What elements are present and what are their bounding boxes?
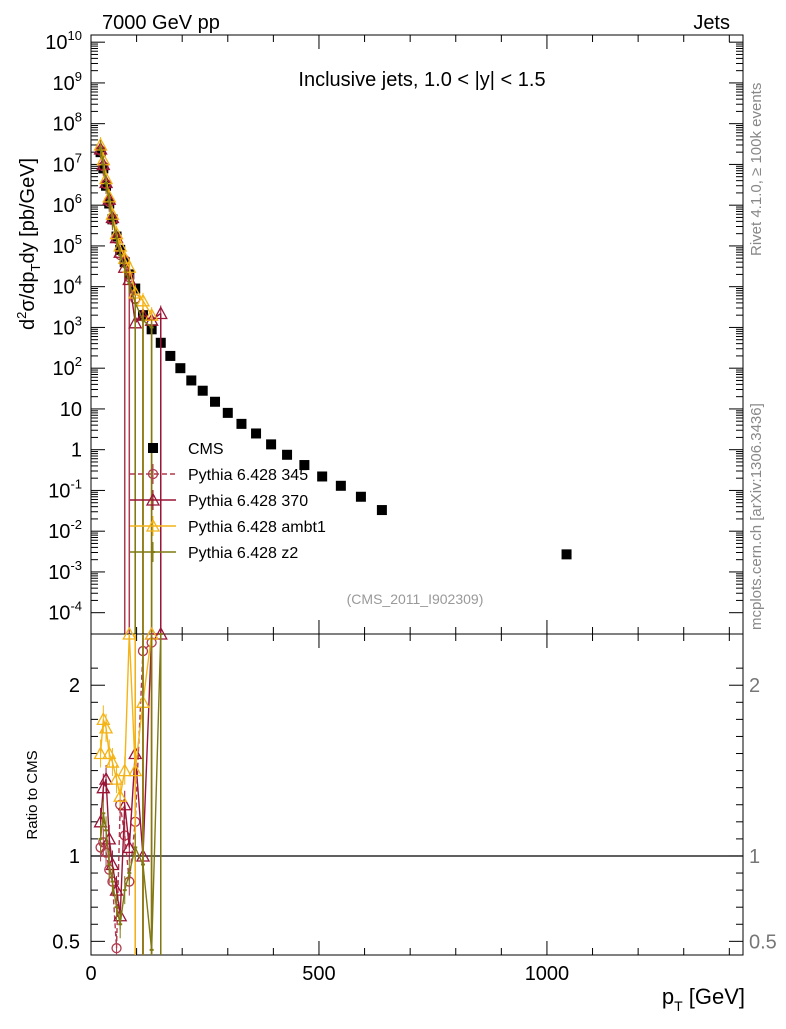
ratio-x-ticks: 0 500 1000: [85, 634, 730, 985]
ratio-point-pythia-6-428-ambt1: [109, 771, 124, 785]
ratio-line-pythia-6-428-ambt1: [99, 633, 153, 797]
ratio-point-pythia-6-428-ambt1: [122, 626, 137, 640]
mcplots-label: mcplots.cern.ch [arXiv:1306.3436]: [748, 403, 765, 630]
legend-label-pythia-6-428-345: Pythia 6.428 345: [188, 467, 308, 484]
legend-label-pythia-6-428-z2: Pythia 6.428 z2: [188, 545, 298, 562]
ratio-y-axis-label: Ratio to CMS: [24, 750, 41, 839]
ratio-y-tick-label: 1: [69, 846, 80, 868]
y-tick-label: 1: [71, 440, 82, 462]
data-point-cms: [236, 418, 247, 429]
data-point-cms: [561, 549, 572, 560]
main-y-ticks: 10-4 10-3 10-2 10-1 1 10 102 103 104 105 106 107 108…: [45, 28, 743, 625]
legend-label-cms: CMS: [188, 441, 224, 458]
y-tick-label: 104: [53, 273, 82, 299]
ratio-point-pythia-6-428-370: [117, 797, 132, 811]
data-point-cms: [210, 396, 221, 407]
ratio-point-pythia-6-428-ambt1: [105, 754, 120, 768]
x-tick-label: 1000: [525, 963, 570, 985]
x-tick-label: 0: [85, 963, 96, 985]
ratio-y-tick-label-right: 2: [749, 675, 760, 697]
ratio-point-pythia-6-428-ambt1: [117, 763, 132, 777]
ratio-plot-frame: [90, 633, 744, 956]
ratio-panel: 0.5 0.5 1 1 2 2 0 500 1000 Ratio to CMS pT [GeV…: [24, 626, 777, 1014]
y-tick-label: 103: [53, 313, 82, 339]
ratio-point-pythia-6-428-ambt1: [98, 720, 114, 734]
rivet-label: Rivet 4.1.0, ≥ 100k events: [748, 83, 765, 256]
ratio-point-pythia-6-428-370: [98, 771, 114, 785]
y-tick-label: 10-4: [48, 599, 82, 625]
y-tick-label: 10-1: [48, 476, 82, 502]
data-point-cms: [175, 363, 186, 374]
ratio-point-pythia-6-428-370: [122, 840, 137, 854]
main-x-ticks: [90, 35, 730, 634]
legend-marker-cms: [148, 443, 158, 453]
chart-title: Inclusive jets, 1.0 < |y| < 1.5: [298, 69, 545, 91]
ratio-point-pythia-6-428-ambt1: [93, 746, 108, 760]
header-left: 7000 GeV pp: [102, 12, 220, 34]
legend: CMS Pythia 6.428 345 Pythia 6.428 370 Pythi…: [130, 441, 326, 562]
header-right: Jets: [693, 12, 730, 34]
y-tick-label: 108: [53, 110, 82, 136]
data-point-cms: [165, 350, 176, 361]
data-point-cms: [197, 385, 208, 396]
y-tick-label: 107: [53, 150, 82, 176]
data-point-cms: [266, 439, 277, 450]
y-tick-label: 10: [60, 399, 82, 421]
data-point-cms: [299, 460, 310, 471]
data-point-cms: [186, 375, 197, 386]
data-point-cms: [317, 471, 328, 482]
y-tick-label: 102: [53, 354, 82, 380]
legend-label-pythia-6-428-ambt1: Pythia 6.428 ambt1: [188, 519, 326, 536]
data-point-cms: [282, 449, 293, 460]
y-tick-label: 106: [53, 191, 82, 217]
ratio-line-pythia-6-428-345: [99, 642, 153, 949]
y-tick-label: 109: [53, 69, 82, 95]
legend-marker-pythia-6-428-ambt1: [145, 518, 161, 532]
ratio-point-pythia-6-428-345: [111, 943, 122, 954]
main-panel: 10-4 10-3 10-2 10-1 1 10 102 103 104 105 106 107 108…: [14, 28, 744, 635]
y-axis-label: d2σ/dpTdy [pb/GeV]: [14, 158, 43, 330]
ratio-series: [93, 626, 168, 955]
analysis-tag: (CMS_2011_I902309): [347, 591, 484, 607]
data-point-cms: [376, 505, 387, 516]
data-point-pythia-6-428-ambt1: [135, 293, 151, 307]
legend-marker-pythia-6-428-345: [147, 468, 159, 480]
ratio-point-pythia-6-428-ambt1: [113, 788, 128, 802]
y-tick-label: 10-3: [48, 558, 82, 584]
data-point-cms: [251, 428, 262, 439]
data-point-cms: [335, 480, 346, 491]
data-point-cms: [222, 407, 233, 418]
ratio-y-ticks: 0.5 0.5 1 1 2 2: [52, 667, 777, 953]
y-tick-label: 1010: [45, 28, 82, 54]
y-tick-label: 10-2: [48, 517, 82, 543]
ratio-y-tick-label: 2: [69, 675, 80, 697]
x-axis-label: pT [GeV]: [662, 984, 745, 1014]
data-point-pythia-6-428-370: [153, 306, 168, 320]
legend-label-pythia-6-428-370: Pythia 6.428 370: [188, 493, 308, 510]
ratio-point-pythia-6-428-ambt1: [128, 763, 143, 777]
series-line-pythia-6-428-z2: [99, 148, 153, 328]
x-tick-label: 500: [302, 963, 335, 985]
ratio-y-tick-label: 0.5: [52, 931, 80, 953]
main-series: [93, 136, 572, 634]
legend-marker-pythia-6-428-370: [145, 492, 161, 506]
ratio-y-tick-label-right: 1: [749, 846, 760, 868]
data-point-cms: [355, 491, 366, 502]
y-tick-label: 105: [53, 232, 82, 258]
ratio-y-tick-label-right: 0.5: [749, 931, 777, 953]
